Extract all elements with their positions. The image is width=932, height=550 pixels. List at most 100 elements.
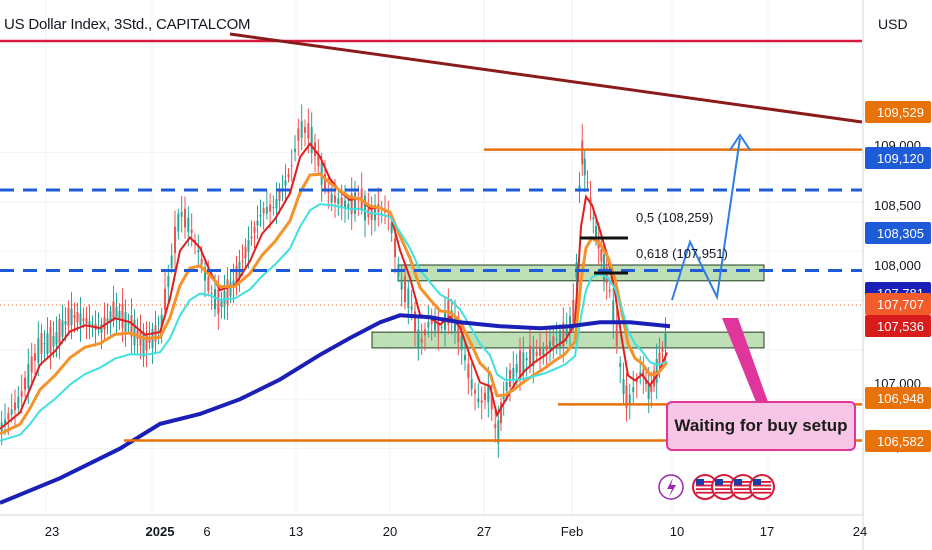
candle-body: [262, 208, 265, 214]
candle-body: [434, 320, 436, 331]
candle-body: [490, 392, 493, 410]
candle-body: [470, 379, 473, 389]
candle-body: [600, 249, 603, 262]
candle-body: [645, 379, 647, 384]
candle-body: [204, 267, 206, 281]
candle-body: [220, 299, 223, 308]
candle-body: [661, 347, 664, 352]
candle-body: [235, 265, 238, 286]
candle-body: [625, 385, 628, 409]
y-tick-label: 108,000: [874, 258, 921, 273]
price-tag-label: 109,120: [877, 151, 924, 166]
candle-body: [404, 276, 406, 303]
candle-body: [304, 127, 306, 133]
candle-body: [17, 396, 20, 409]
candle-body: [200, 258, 203, 265]
candle-body: [542, 347, 545, 355]
candle-body: [420, 338, 423, 343]
candle-body: [387, 214, 390, 216]
candle-body: [454, 316, 456, 332]
candle-body: [160, 314, 163, 328]
price-tag-label: 106,948: [877, 391, 924, 406]
candle-body: [256, 220, 259, 226]
candle-body: [522, 352, 525, 373]
candle-body: [592, 217, 595, 220]
candle-body: [272, 207, 275, 209]
y-tick-label: 108,500: [874, 198, 921, 213]
candle-body: [424, 329, 426, 336]
price-tag: 109,529: [865, 101, 931, 123]
x-tick-label: 10: [670, 524, 684, 539]
candle-body: [170, 255, 173, 268]
candle-body: [555, 338, 558, 340]
candle-body: [43, 343, 46, 345]
candle-body: [407, 288, 410, 309]
candle-body: [635, 378, 638, 383]
candle-body: [632, 387, 635, 393]
candle-body: [605, 267, 608, 283]
us-flag-icon: [692, 474, 718, 500]
candle-body: [480, 400, 483, 403]
candle-body: [347, 203, 350, 209]
candle-body: [103, 317, 106, 330]
candle-body: [253, 226, 256, 233]
x-tick-label: 23: [45, 524, 59, 539]
ema-cyan-line: [0, 203, 668, 442]
candle-body: [232, 280, 235, 287]
candle-body: [145, 334, 148, 351]
candle-body: [121, 304, 124, 329]
candle-body: [437, 322, 440, 334]
candle-body: [85, 318, 88, 324]
candle-body: [310, 126, 313, 154]
candle-body: [608, 289, 611, 292]
candle-body: [494, 424, 497, 429]
candle-body: [46, 333, 49, 354]
candle-body: [259, 214, 262, 217]
candle-body: [284, 180, 287, 186]
candle-body: [177, 213, 180, 232]
candle-body: [79, 313, 82, 326]
price-tag-label: 107,707: [877, 297, 924, 312]
candle-body: [142, 331, 145, 357]
candle-body: [34, 353, 36, 361]
price-tag-label: 108,305: [877, 226, 924, 241]
price-tag: 106,582: [865, 430, 931, 452]
candle-body: [37, 338, 40, 363]
price-tag: 108,305: [865, 222, 931, 244]
candle-body: [67, 307, 70, 326]
candle-body: [214, 289, 216, 310]
x-tick-label: 13: [289, 524, 303, 539]
candle-body: [639, 372, 642, 375]
grid: [0, 0, 862, 515]
candle-body: [64, 321, 67, 325]
candle-body: [217, 289, 220, 314]
candle-body: [628, 394, 631, 406]
candle-body: [595, 226, 597, 239]
candle-body: [650, 385, 653, 393]
candle-body: [340, 197, 343, 207]
candle-body: [244, 246, 247, 259]
candle-body: [180, 212, 183, 217]
projection-path: [671, 137, 741, 301]
candle-body: [241, 260, 244, 262]
currency-button[interactable]: USD: [878, 16, 908, 32]
candle-body: [10, 409, 13, 415]
candle-body: [324, 173, 326, 189]
x-tick-label: 6: [203, 524, 210, 539]
candle-body: [112, 301, 115, 322]
candle-body: [467, 364, 470, 379]
candle-body: [58, 318, 61, 344]
candle-body: [414, 311, 416, 332]
candle-body: [484, 392, 486, 400]
price-tag: 106,948: [865, 387, 931, 409]
candle-body: [647, 383, 650, 399]
candle-body: [583, 158, 586, 176]
candle-body: [460, 336, 463, 351]
x-tick-label: Feb: [561, 524, 583, 539]
candle-body: [115, 306, 118, 319]
candle-body: [190, 229, 193, 233]
candle-body: [603, 254, 605, 281]
candle-body: [619, 362, 622, 367]
price-axis-background: [863, 0, 932, 550]
